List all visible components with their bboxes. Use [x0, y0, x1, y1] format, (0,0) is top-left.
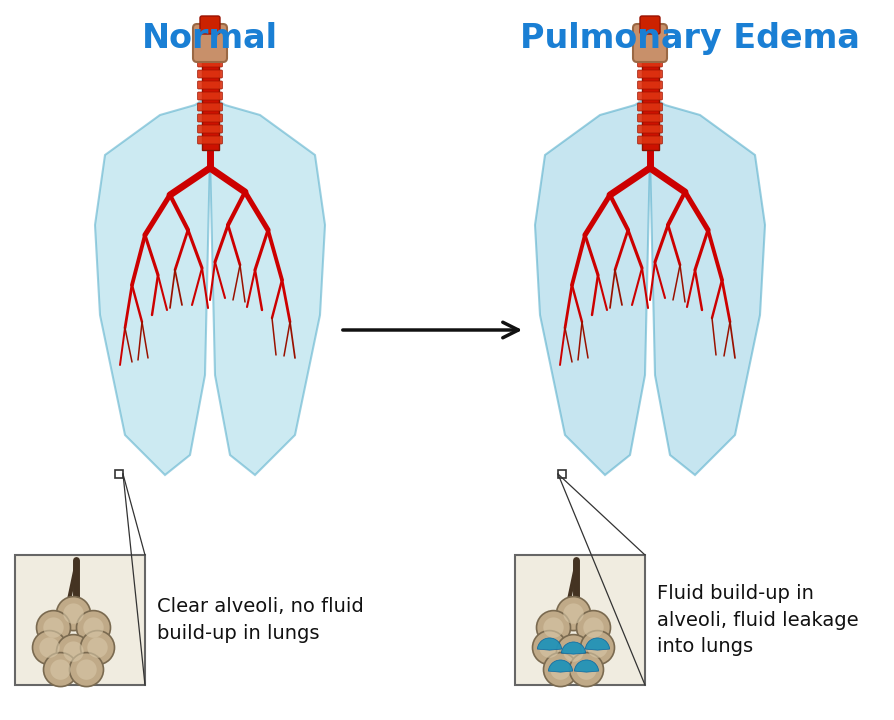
Text: Clear alveoli, no fluid
build-up in lungs: Clear alveoli, no fluid build-up in lung…	[157, 598, 364, 643]
FancyBboxPatch shape	[637, 70, 662, 78]
FancyBboxPatch shape	[637, 114, 662, 122]
FancyBboxPatch shape	[637, 103, 662, 111]
Circle shape	[56, 597, 90, 631]
Polygon shape	[210, 95, 325, 475]
FancyBboxPatch shape	[200, 16, 220, 34]
Circle shape	[544, 652, 578, 687]
FancyBboxPatch shape	[637, 81, 662, 89]
Circle shape	[587, 637, 608, 658]
Circle shape	[533, 631, 567, 665]
Text: Fluid build-up in
alveoli, fluid leakage
into lungs: Fluid build-up in alveoli, fluid leakage…	[657, 584, 858, 656]
Circle shape	[56, 634, 90, 669]
Circle shape	[83, 618, 104, 638]
Text: Normal: Normal	[142, 22, 278, 55]
Bar	[515, 555, 645, 685]
FancyBboxPatch shape	[637, 136, 662, 144]
Circle shape	[50, 660, 71, 680]
Circle shape	[77, 611, 111, 644]
Circle shape	[544, 618, 564, 638]
Circle shape	[63, 603, 84, 624]
FancyBboxPatch shape	[198, 125, 223, 133]
FancyBboxPatch shape	[198, 136, 223, 144]
Wedge shape	[537, 638, 561, 650]
Circle shape	[43, 618, 63, 638]
Bar	[115, 470, 123, 478]
Circle shape	[63, 642, 84, 662]
Polygon shape	[535, 95, 650, 475]
Wedge shape	[586, 638, 610, 650]
Circle shape	[44, 652, 78, 687]
Circle shape	[556, 634, 591, 669]
Circle shape	[551, 660, 570, 680]
Text: Pulmonary Edema: Pulmonary Edema	[520, 22, 860, 55]
FancyBboxPatch shape	[198, 103, 223, 111]
Circle shape	[76, 660, 97, 680]
FancyBboxPatch shape	[198, 70, 223, 78]
Circle shape	[580, 631, 614, 665]
Circle shape	[563, 603, 584, 624]
Circle shape	[37, 611, 71, 644]
Circle shape	[70, 652, 104, 687]
FancyBboxPatch shape	[637, 125, 662, 133]
Circle shape	[563, 642, 584, 662]
Wedge shape	[561, 642, 586, 654]
Circle shape	[577, 611, 611, 644]
Circle shape	[32, 631, 66, 665]
Circle shape	[39, 637, 60, 658]
Circle shape	[88, 637, 107, 658]
Circle shape	[539, 637, 560, 658]
FancyBboxPatch shape	[198, 92, 223, 100]
Wedge shape	[548, 660, 573, 672]
FancyBboxPatch shape	[198, 59, 223, 67]
Bar	[642, 58, 659, 150]
Circle shape	[556, 597, 591, 631]
FancyBboxPatch shape	[198, 81, 223, 89]
FancyBboxPatch shape	[637, 92, 662, 100]
Circle shape	[577, 660, 596, 680]
FancyBboxPatch shape	[640, 16, 660, 34]
FancyBboxPatch shape	[193, 24, 227, 62]
Circle shape	[80, 631, 114, 665]
Polygon shape	[95, 95, 210, 475]
FancyBboxPatch shape	[198, 114, 223, 122]
FancyBboxPatch shape	[633, 24, 667, 62]
Circle shape	[536, 611, 570, 644]
Bar	[15, 555, 145, 685]
Bar	[558, 470, 566, 478]
Circle shape	[583, 618, 603, 638]
Circle shape	[569, 652, 603, 687]
Wedge shape	[574, 660, 599, 672]
Polygon shape	[650, 95, 765, 475]
Bar	[201, 58, 218, 150]
FancyBboxPatch shape	[637, 59, 662, 67]
